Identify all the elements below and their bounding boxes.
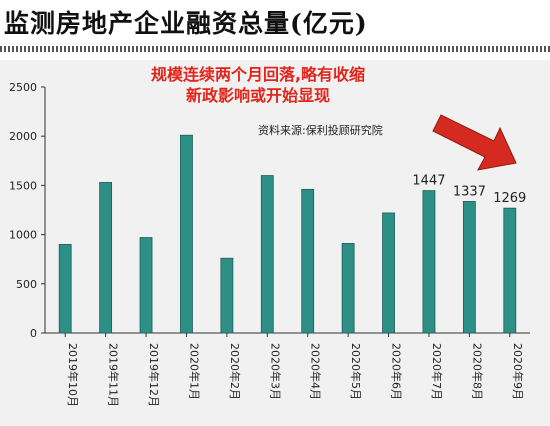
annotation-line-2: 新政影响或开始显现 [186, 86, 330, 105]
y-tick-label: 2000 [9, 130, 37, 143]
data-labels: 1447 1337 1269 [412, 174, 526, 207]
y-axis: 0 500 1000 1500 2000 2500 [9, 81, 530, 340]
bar [462, 201, 476, 334]
x-tick-label: 2020年5月 [349, 343, 363, 400]
x-tick-label: 2019年12月 [147, 343, 161, 407]
y-tick-label: 500 [16, 278, 37, 291]
x-tick-label: 2020年6月 [390, 343, 404, 400]
data-label: 1447 [412, 174, 445, 189]
x-tick-label: 2020年1月 [187, 343, 201, 400]
bar [503, 207, 517, 334]
bar [422, 190, 436, 334]
bar [180, 134, 193, 334]
y-tick-label: 0 [30, 327, 37, 340]
x-tick-label: 2020年9月 [511, 343, 525, 400]
x-axis-labels: 2019年10月 2019年11月 2019年12月 2020年1月 2020年2月 20… [64, 333, 525, 407]
x-tick-label: 2020年2月 [228, 343, 242, 400]
y-tick-label: 2500 [9, 81, 37, 94]
title-divider [0, 46, 550, 52]
bar [220, 257, 234, 334]
x-tick-label: 2020年8月 [470, 343, 484, 400]
x-tick-label: 2020年3月 [268, 343, 282, 400]
bar [301, 188, 315, 334]
chart-title: 监测房地产企业融资总量(亿元) [4, 9, 368, 38]
data-label: 1337 [453, 184, 486, 199]
source-note: 资料来源:保利投顾研究院 [258, 123, 383, 137]
chart-panel [0, 60, 550, 426]
annotation-line-1: 规模连续两个月回落,略有收缩 [151, 65, 365, 84]
bar [260, 175, 274, 334]
y-tick-label: 1500 [9, 179, 37, 192]
bar [341, 243, 355, 334]
downward-trend-arrow [432, 114, 517, 171]
data-label: 1269 [493, 191, 526, 206]
bar [382, 212, 395, 334]
x-tick-label: 2020年4月 [309, 343, 323, 400]
bars [58, 134, 517, 334]
x-tick-label: 2019年11月 [107, 343, 121, 407]
y-tick-label: 1000 [9, 229, 37, 242]
bar [58, 244, 72, 334]
x-tick-label: 2020年7月 [430, 343, 444, 400]
x-tick-label: 2019年10月 [66, 343, 80, 407]
bar [139, 237, 153, 334]
bar [99, 182, 113, 334]
